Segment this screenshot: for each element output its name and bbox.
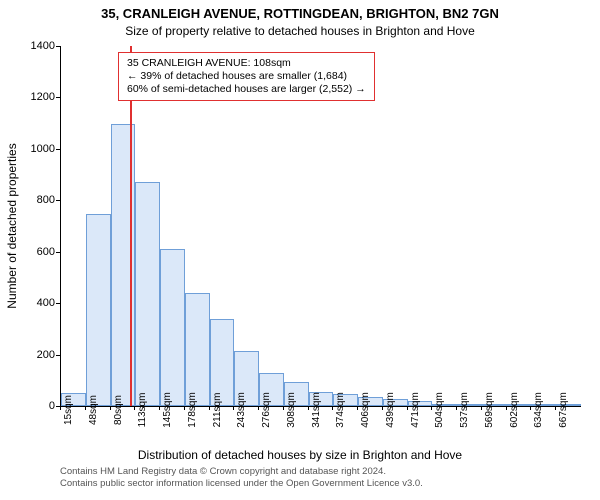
xtick-mark	[456, 406, 457, 410]
xtick-mark	[110, 406, 111, 410]
ytick-label: 1400	[31, 40, 55, 52]
xtick-mark	[184, 406, 185, 410]
xtick-label: 439sqm	[385, 392, 396, 428]
ytick-mark	[56, 46, 60, 47]
ytick-mark	[56, 355, 60, 356]
xtick-mark	[233, 406, 234, 410]
chart-subtitle: Size of property relative to detached ho…	[0, 24, 600, 38]
xtick-label: 634sqm	[533, 392, 544, 428]
xtick-label: 537sqm	[459, 392, 470, 428]
ytick-label: 200	[37, 349, 55, 361]
footer-line-2: Contains public sector information licen…	[60, 478, 423, 490]
y-axis-label: Number of detached properties	[5, 143, 19, 308]
xtick-mark	[60, 406, 61, 410]
xtick-mark	[134, 406, 135, 410]
xtick-mark	[506, 406, 507, 410]
xtick-mark	[382, 406, 383, 410]
xtick-mark	[555, 406, 556, 410]
xtick-mark	[308, 406, 309, 410]
ytick-mark	[56, 252, 60, 253]
xtick-label: 15sqm	[63, 395, 74, 425]
annotation-line: 35 CRANLEIGH AVENUE: 108sqm	[127, 57, 366, 70]
xtick-label: 504sqm	[434, 392, 445, 428]
xtick-label: 113sqm	[137, 393, 148, 428]
xtick-mark	[209, 406, 210, 410]
xtick-label: 145sqm	[162, 392, 173, 428]
xtick-mark	[357, 406, 358, 410]
xtick-mark	[481, 406, 482, 410]
xtick-label: 80sqm	[113, 395, 124, 425]
histogram-bar	[160, 249, 185, 406]
ytick-mark	[56, 149, 60, 150]
xtick-label: 276sqm	[261, 392, 272, 428]
footer-text: Contains HM Land Registry data © Crown c…	[60, 466, 423, 490]
footer-line-1: Contains HM Land Registry data © Crown c…	[60, 466, 423, 478]
ytick-label: 400	[37, 297, 55, 309]
histogram-bar	[185, 293, 210, 406]
xtick-label: 374sqm	[335, 392, 346, 428]
xtick-label: 243sqm	[236, 392, 247, 428]
ytick-label: 600	[37, 246, 55, 258]
chart-title: 35, CRANLEIGH AVENUE, ROTTINGDEAN, BRIGH…	[0, 6, 600, 21]
ytick-mark	[56, 200, 60, 201]
xtick-mark	[530, 406, 531, 410]
xtick-label: 471sqm	[410, 392, 421, 428]
ytick-label: 0	[49, 400, 55, 412]
xtick-label: 406sqm	[360, 392, 371, 428]
xtick-label: 211sqm	[212, 393, 223, 428]
xtick-label: 341sqm	[311, 392, 322, 428]
xtick-mark	[283, 406, 284, 410]
xtick-label: 308sqm	[286, 392, 297, 428]
xtick-mark	[159, 406, 160, 410]
xtick-mark	[258, 406, 259, 410]
xtick-mark	[407, 406, 408, 410]
xtick-label: 569sqm	[484, 392, 495, 428]
annotation-box: 35 CRANLEIGH AVENUE: 108sqm← 39% of deta…	[118, 52, 375, 101]
ytick-mark	[56, 97, 60, 98]
annotation-line: ← 39% of detached houses are smaller (1,…	[127, 70, 366, 83]
annotation-line: 60% of semi-detached houses are larger (…	[127, 83, 366, 96]
x-axis-label: Distribution of detached houses by size …	[0, 448, 600, 462]
xtick-label: 178sqm	[187, 392, 198, 428]
ytick-label: 1000	[31, 143, 55, 155]
histogram-bar	[86, 214, 111, 406]
xtick-label: 667sqm	[558, 392, 569, 428]
xtick-mark	[332, 406, 333, 410]
ytick-mark	[56, 303, 60, 304]
xtick-label: 48sqm	[88, 395, 99, 425]
xtick-mark	[431, 406, 432, 410]
ytick-label: 800	[37, 194, 55, 206]
chart-container: 35, CRANLEIGH AVENUE, ROTTINGDEAN, BRIGH…	[0, 0, 600, 500]
xtick-mark	[85, 406, 86, 410]
histogram-bar	[135, 182, 160, 406]
ytick-label: 1200	[31, 91, 55, 103]
xtick-label: 602sqm	[509, 392, 520, 428]
